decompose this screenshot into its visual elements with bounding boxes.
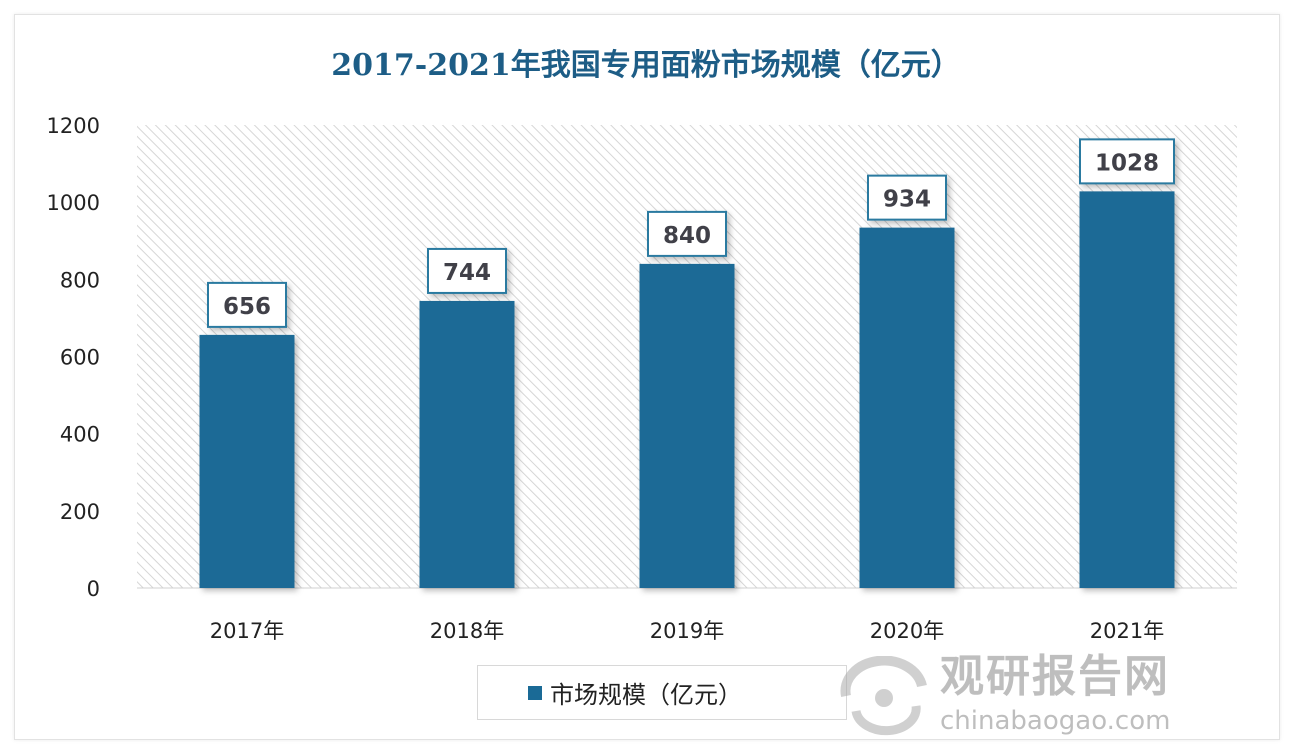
data-label-box	[867, 174, 947, 221]
data-label: 656	[223, 294, 271, 320]
bar	[199, 334, 295, 588]
data-label-box	[207, 281, 287, 328]
bar	[639, 263, 735, 588]
y-tick-label: 1000	[47, 191, 100, 215]
y-tick-label: 0	[87, 577, 100, 601]
data-label: 1028	[1095, 150, 1159, 176]
data-label: 934	[883, 187, 931, 213]
legend-swatch	[528, 685, 542, 700]
x-tick-label: 2017年	[210, 619, 284, 643]
data-label: 744	[443, 260, 491, 286]
watermark-logo-icon	[840, 656, 927, 736]
bar	[419, 300, 515, 588]
watermark: 观研报告网 chinabaogao.com	[836, 652, 1276, 752]
y-tick-label: 400	[60, 423, 100, 447]
data-label: 840	[663, 223, 711, 249]
bar	[1079, 191, 1175, 588]
x-tick-label: 2019年	[650, 619, 724, 643]
data-label-box	[647, 210, 727, 257]
watermark-en: chinabaogao.com	[940, 706, 1171, 736]
y-tick-label: 1200	[47, 114, 100, 138]
watermark-cn: 观研报告网	[940, 651, 1170, 702]
y-tick-label: 600	[60, 346, 100, 370]
y-tick-label: 200	[60, 500, 100, 524]
legend: 市场规模（亿元）	[477, 665, 847, 720]
chart-title: 2017-2021年我国专用面粉市场规模（亿元）	[331, 48, 961, 83]
chart-frame	[14, 14, 1280, 740]
data-label-box	[1079, 138, 1175, 185]
x-tick-label: 2021年	[1090, 619, 1164, 643]
bar	[859, 227, 955, 589]
y-tick-label: 800	[60, 268, 100, 292]
data-label-box	[427, 247, 507, 294]
x-tick-label: 2020年	[870, 619, 944, 643]
legend-label: 市场规模（亿元）	[550, 681, 742, 709]
x-tick-label: 2018年	[430, 619, 504, 643]
